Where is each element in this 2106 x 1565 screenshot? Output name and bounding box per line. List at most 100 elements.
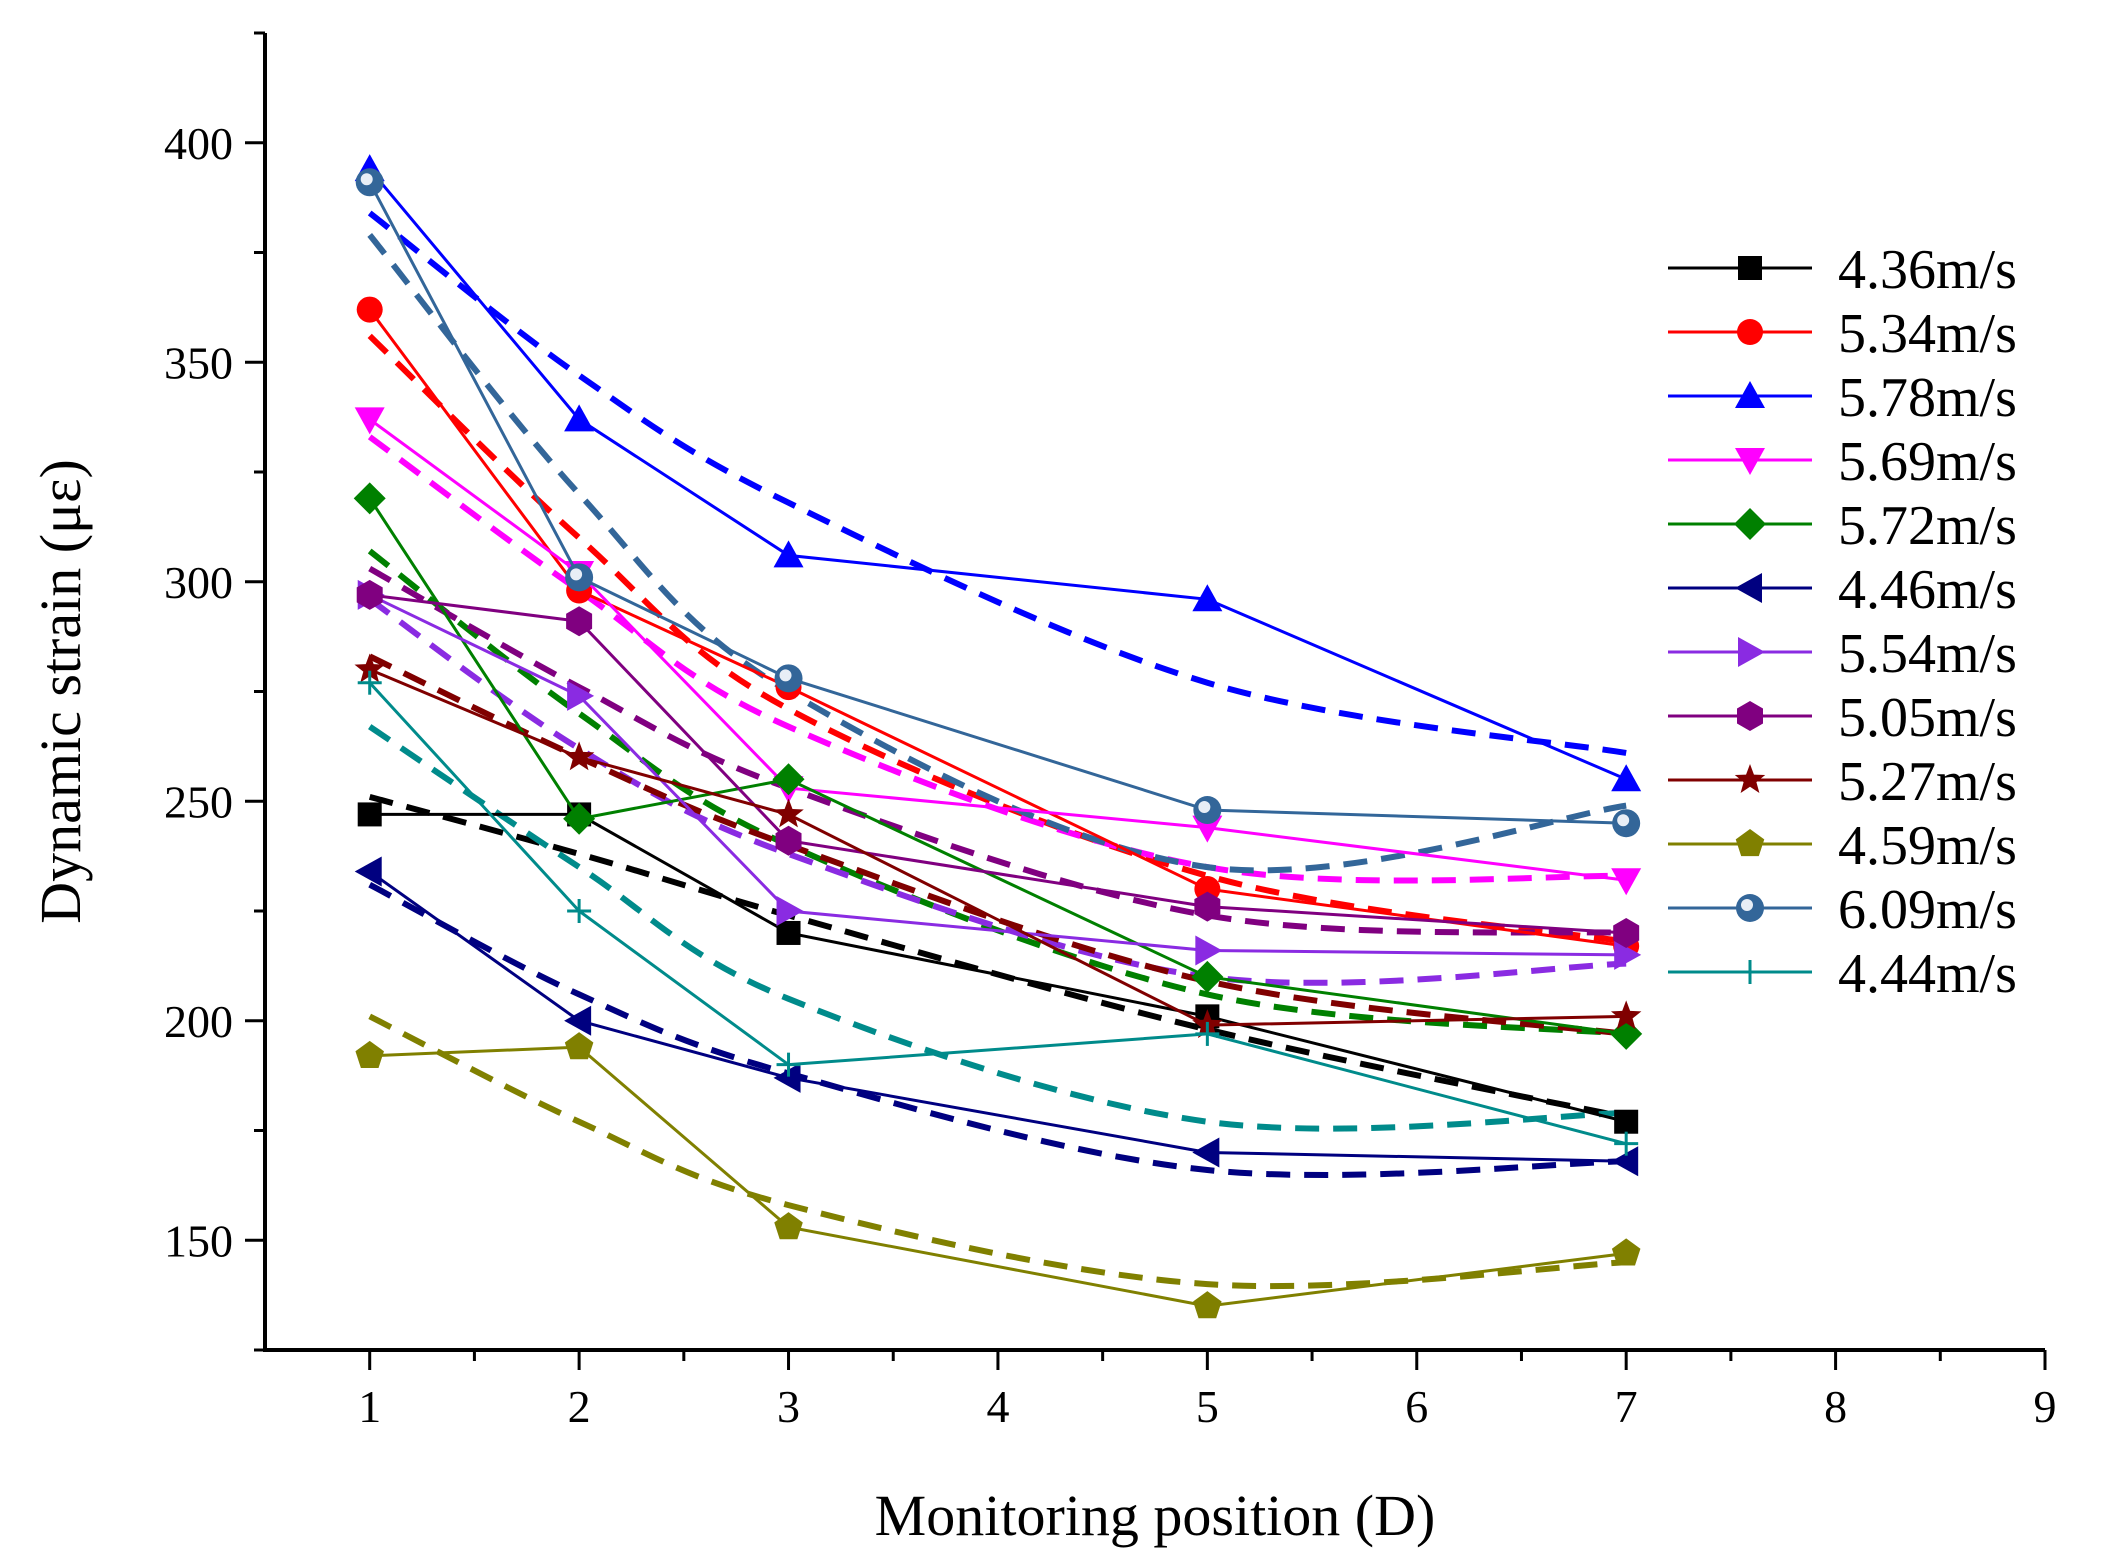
series-10-point-highlight bbox=[570, 568, 583, 581]
series-4 bbox=[353, 482, 1643, 1050]
series-2-point bbox=[773, 540, 804, 568]
legend-item: 5.69m/s bbox=[1668, 431, 2017, 493]
series-7-point bbox=[1613, 917, 1640, 948]
series-9-point bbox=[1611, 1238, 1641, 1266]
series-4-point bbox=[1191, 960, 1224, 993]
series-7-point bbox=[356, 579, 383, 610]
series-11-point bbox=[357, 670, 382, 695]
series-2 bbox=[354, 154, 1642, 792]
series-3-point bbox=[1192, 815, 1223, 843]
legend-marker-swatch bbox=[1736, 894, 1764, 922]
legend-label: 5.72m/s bbox=[1838, 495, 2017, 557]
series-6-point bbox=[1195, 935, 1223, 966]
x-tick-label: 9 bbox=[2034, 1381, 2057, 1432]
x-tick-label: 3 bbox=[777, 1381, 800, 1432]
series-8-fit-curve bbox=[368, 653, 1627, 1037]
series-5-line bbox=[368, 870, 1627, 1163]
series-4-point bbox=[563, 802, 596, 835]
series-4-point bbox=[772, 763, 805, 796]
legend-item: 4.46m/s bbox=[1668, 559, 2017, 621]
series-10-point-highlight bbox=[360, 173, 373, 186]
y-tick-label: 200 bbox=[164, 996, 233, 1047]
legend-item: 5.34m/s bbox=[1668, 303, 2017, 365]
series-8-point bbox=[354, 653, 385, 683]
series-5-fit-curve bbox=[368, 882, 1627, 1179]
series-3-point bbox=[1611, 868, 1642, 896]
legend-label: 5.54m/s bbox=[1838, 623, 2017, 685]
series-11-point bbox=[1195, 1021, 1220, 1046]
legend-item: 5.78m/s bbox=[1668, 367, 2017, 429]
legend-item: 4.59m/s bbox=[1668, 815, 2017, 877]
series-10 bbox=[355, 168, 1641, 838]
series-6-line bbox=[369, 593, 1627, 957]
x-tick-label: 5 bbox=[1196, 1381, 1219, 1432]
x-tick-label: 4 bbox=[986, 1381, 1009, 1432]
series-5-point bbox=[773, 1062, 801, 1093]
y-tick-label: 350 bbox=[164, 337, 233, 388]
series-5-point bbox=[1192, 1137, 1220, 1168]
series-3 bbox=[354, 407, 1642, 896]
legend-marker-swatch bbox=[1735, 829, 1765, 857]
legend-marker-swatch-highlight bbox=[1741, 899, 1753, 911]
series-7-point bbox=[775, 825, 802, 856]
series-10-point bbox=[774, 664, 803, 693]
series-10-point-highlight bbox=[1198, 801, 1211, 814]
legend-label: 5.34m/s bbox=[1838, 303, 2017, 365]
legend-item: 5.54m/s bbox=[1668, 623, 2017, 685]
series-11-point bbox=[776, 1052, 801, 1077]
series-10-point bbox=[565, 563, 594, 592]
legend-label: 4.36m/s bbox=[1838, 239, 2017, 301]
series-8-point bbox=[1610, 1000, 1642, 1030]
series-9-point bbox=[774, 1212, 803, 1240]
series-9-fit-curve bbox=[368, 1013, 1627, 1290]
x-tick-label: 6 bbox=[1405, 1381, 1428, 1432]
x-tick-label: 7 bbox=[1615, 1381, 1638, 1432]
series-5-point bbox=[564, 1005, 592, 1036]
legend-item: 4.36m/s bbox=[1668, 239, 2017, 301]
legend-item: 6.09m/s bbox=[1668, 879, 2017, 941]
series-9-point bbox=[1193, 1291, 1222, 1319]
series-2-point bbox=[1611, 764, 1642, 792]
series-9 bbox=[355, 1032, 1641, 1319]
series-10-point bbox=[1612, 809, 1641, 838]
x-tick-label: 2 bbox=[568, 1381, 591, 1432]
series-7-point bbox=[1194, 891, 1221, 922]
legend-item: 4.44m/s bbox=[1668, 943, 2017, 1005]
legend-marker-swatch bbox=[1737, 319, 1763, 345]
series-7 bbox=[356, 579, 1640, 948]
legend-label: 5.05m/s bbox=[1838, 687, 2017, 749]
x-tick-label: 1 bbox=[358, 1381, 381, 1432]
series-11-point bbox=[567, 899, 592, 923]
series-10-point bbox=[355, 168, 384, 197]
series-10-point-highlight bbox=[1617, 814, 1630, 827]
series-2-fit-curve bbox=[367, 210, 1627, 756]
legend: 4.36m/s5.34m/s5.78m/s5.69m/s5.72m/s4.46m… bbox=[1668, 239, 2017, 1005]
series-4-point bbox=[353, 482, 386, 515]
series-0-point bbox=[357, 802, 382, 827]
series-1-fit-curve bbox=[367, 333, 1627, 945]
series-0-point bbox=[776, 920, 801, 945]
y-tick-label: 150 bbox=[164, 1215, 233, 1266]
series-10-fit-curve bbox=[367, 233, 1627, 874]
plot-area bbox=[353, 154, 1643, 1319]
series-8-point bbox=[563, 741, 595, 771]
y-axis-title: Dynamic strain (με) bbox=[28, 459, 93, 924]
series-11-fit-curve bbox=[368, 724, 1627, 1132]
legend-label: 6.09m/s bbox=[1838, 879, 2017, 941]
legend-item: 5.05m/s bbox=[1668, 687, 2017, 749]
series-0-fit-curve bbox=[368, 793, 1627, 1121]
series-0-point bbox=[1614, 1109, 1639, 1134]
series-3-fit-curve bbox=[367, 434, 1627, 884]
legend-label: 4.44m/s bbox=[1838, 943, 2017, 1005]
series-3-point bbox=[354, 407, 385, 435]
series-10-point bbox=[1193, 796, 1222, 825]
series-6-fit-curve bbox=[367, 596, 1627, 986]
axes: 1 2 3 4 5 6 7 8 9 150 200 250 300 350 400 bbox=[164, 31, 2057, 1432]
series-6 bbox=[357, 579, 1642, 970]
series-11 bbox=[357, 670, 1639, 1156]
series-2-point bbox=[564, 404, 595, 432]
series-6-point bbox=[1614, 939, 1642, 970]
series-9-line bbox=[369, 1045, 1627, 1308]
series-2-point bbox=[1192, 584, 1223, 612]
